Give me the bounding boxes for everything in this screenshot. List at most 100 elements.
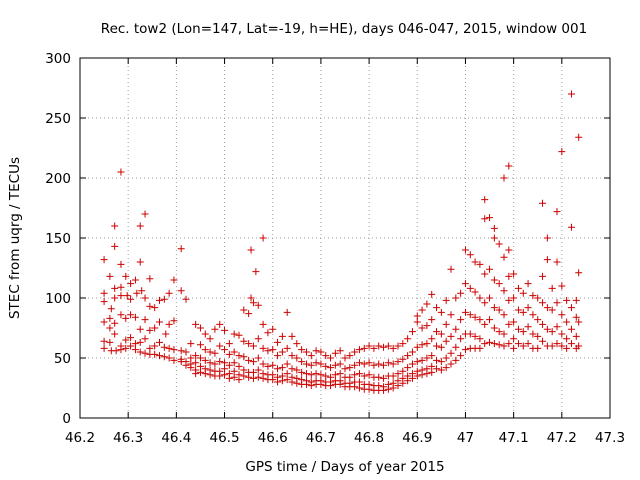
data-point	[235, 362, 243, 370]
data-point	[575, 342, 583, 350]
data-point	[156, 338, 163, 346]
data-point	[106, 314, 114, 322]
data-point	[122, 336, 130, 344]
data-point	[404, 352, 412, 360]
data-point	[307, 352, 315, 360]
data-point	[490, 276, 498, 284]
data-point	[365, 342, 373, 350]
data-point	[141, 349, 149, 357]
data-point	[375, 373, 383, 381]
data-point	[394, 358, 402, 366]
data-point	[495, 328, 503, 336]
data-point	[505, 296, 513, 304]
data-point	[461, 246, 469, 254]
data-point	[133, 289, 141, 297]
data-point	[505, 162, 513, 170]
data-point	[481, 215, 489, 223]
data-point	[442, 320, 450, 328]
data-point	[327, 382, 335, 390]
data-point	[428, 352, 436, 360]
data-point	[500, 174, 508, 182]
data-point	[100, 289, 108, 297]
data-point	[264, 329, 272, 337]
data-point	[293, 354, 301, 362]
data-point	[274, 365, 282, 373]
data-point	[437, 330, 445, 338]
data-point	[156, 296, 163, 304]
y-tick-label: 50	[54, 351, 71, 367]
data-point	[355, 384, 363, 392]
data-point	[123, 292, 131, 300]
x-tick-label: 46.3	[113, 430, 143, 446]
data-point	[548, 342, 556, 350]
data-point	[490, 304, 498, 312]
data-point	[365, 371, 373, 379]
x-tick-label: 47	[457, 430, 474, 446]
data-point	[534, 344, 542, 352]
data-point	[136, 338, 144, 346]
data-point	[514, 325, 522, 333]
data-point	[408, 374, 416, 382]
data-point	[298, 346, 306, 354]
data-point	[317, 380, 325, 388]
data-point	[476, 260, 484, 268]
data-point	[389, 372, 397, 380]
data-point	[466, 251, 474, 259]
data-point	[106, 272, 114, 280]
data-point	[418, 341, 426, 349]
y-axis-label: STEC from uqrg / TECUs	[7, 157, 23, 319]
data-point	[211, 325, 219, 333]
data-point	[151, 350, 159, 358]
data-points	[100, 90, 583, 394]
data-point	[230, 367, 238, 375]
data-point	[100, 337, 108, 345]
data-point	[283, 360, 291, 368]
data-point	[486, 294, 494, 302]
data-point	[327, 354, 335, 362]
data-point	[442, 296, 450, 304]
data-point	[461, 346, 469, 354]
data-point	[192, 359, 200, 367]
data-point	[106, 338, 114, 346]
data-point	[514, 284, 522, 292]
data-point	[235, 376, 243, 384]
data-point	[423, 370, 431, 378]
data-point	[500, 342, 508, 350]
data-point	[177, 245, 185, 253]
data-point	[264, 362, 272, 370]
data-point	[225, 361, 233, 369]
data-point	[524, 340, 532, 348]
data-point	[165, 354, 173, 362]
data-point	[543, 304, 551, 312]
data-point	[170, 346, 178, 354]
data-point	[539, 299, 547, 307]
data-point	[221, 326, 229, 334]
data-point	[146, 302, 154, 310]
data-point	[264, 347, 272, 355]
data-point	[249, 358, 257, 366]
data-point	[317, 348, 325, 356]
data-point	[288, 365, 296, 373]
data-point	[543, 325, 551, 333]
data-point	[380, 361, 388, 369]
data-point	[196, 341, 204, 349]
data-point	[141, 335, 149, 343]
data-point	[558, 342, 566, 350]
data-point	[322, 352, 330, 360]
data-point	[331, 371, 339, 379]
data-point	[351, 361, 359, 369]
chart-title: Rec. tow2 (Lon=147, Lat=-19, h=HE), days…	[101, 21, 587, 37]
data-point	[127, 295, 135, 303]
data-point	[100, 298, 108, 306]
data-point	[466, 284, 474, 292]
data-point	[274, 378, 282, 386]
data-point	[117, 283, 125, 291]
data-point	[437, 343, 445, 351]
data-point	[221, 365, 229, 373]
data-point	[298, 358, 306, 366]
data-point	[514, 340, 522, 348]
data-point	[302, 370, 310, 378]
data-point	[201, 370, 209, 378]
data-point	[481, 196, 489, 204]
data-point	[558, 330, 566, 338]
